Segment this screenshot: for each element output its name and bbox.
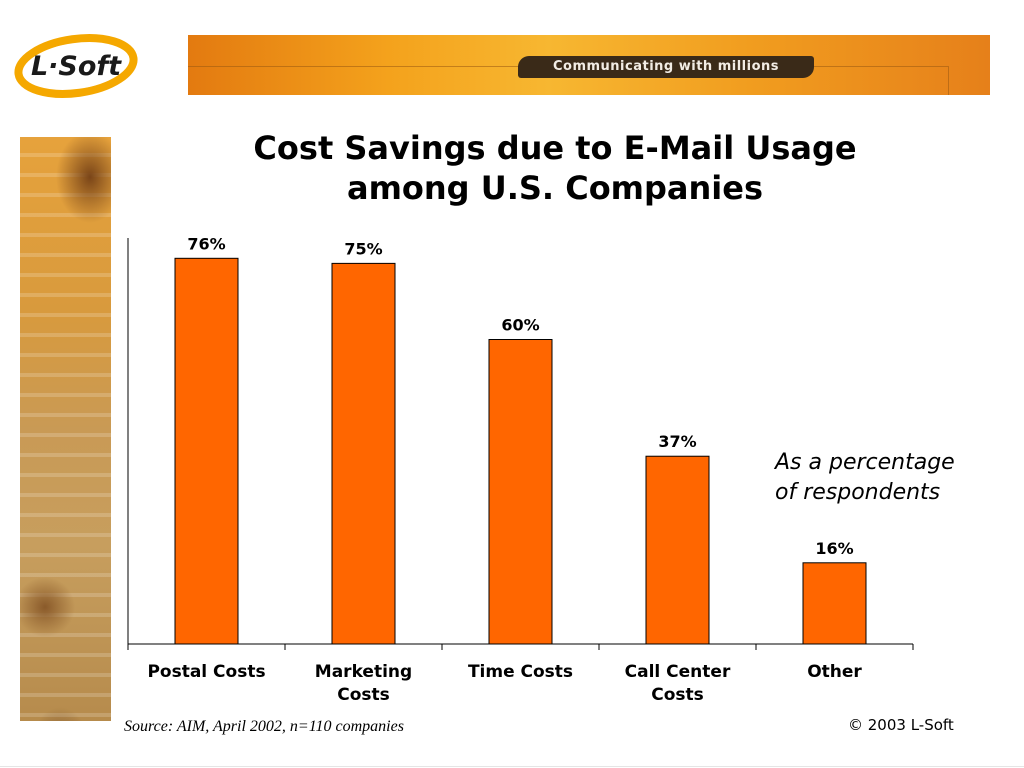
source-citation: Source: AIM, April 2002, n=110 companies bbox=[124, 718, 404, 735]
data-label: 60% bbox=[501, 316, 539, 335]
bar bbox=[488, 339, 553, 645]
header-banner: Communicating with millions bbox=[188, 35, 990, 95]
banner-divider-vertical bbox=[948, 66, 949, 95]
title-line-1: Cost Savings due to E-Mail Usage bbox=[253, 129, 857, 167]
chart-note: As a percentage of respondents bbox=[775, 448, 1015, 508]
data-label: 76% bbox=[187, 234, 225, 253]
decorative-photo-strip bbox=[20, 137, 111, 721]
footer-divider bbox=[0, 766, 1024, 767]
note-line-2: of respondents bbox=[775, 480, 941, 505]
title-line-2: among U.S. Companies bbox=[346, 169, 764, 207]
category-label: Other bbox=[807, 662, 862, 682]
l-soft-logo: L·Soft bbox=[14, 34, 138, 98]
category-label: Time Costs bbox=[468, 662, 573, 682]
note-line-1: As a percentage bbox=[775, 450, 955, 475]
data-label: 37% bbox=[658, 432, 696, 451]
bar bbox=[802, 562, 867, 645]
copyright-notice: © 2003 L-Soft bbox=[848, 716, 954, 734]
category-label: Marketing Costs bbox=[315, 662, 412, 705]
tagline-badge: Communicating with millions bbox=[518, 56, 814, 78]
data-label: 75% bbox=[344, 239, 382, 258]
bar bbox=[645, 455, 710, 645]
data-label: 16% bbox=[815, 539, 853, 558]
bar bbox=[331, 262, 396, 645]
svg-text:L·Soft: L·Soft bbox=[31, 51, 122, 82]
bar bbox=[174, 257, 239, 645]
category-label: Call Center Costs bbox=[625, 662, 731, 705]
category-label: Postal Costs bbox=[147, 662, 265, 682]
slide-title: Cost Savings due to E-Mail Usage among U… bbox=[200, 128, 910, 208]
